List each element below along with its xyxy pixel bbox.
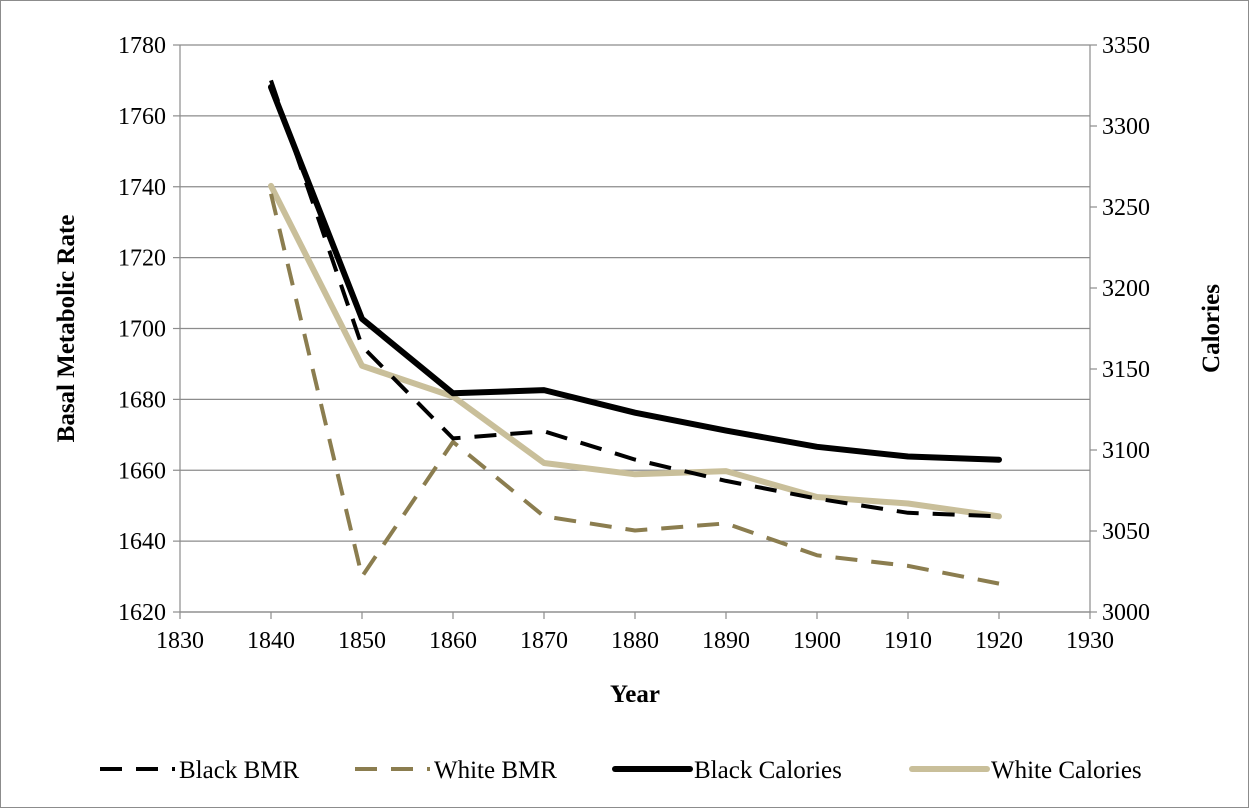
series-lines <box>268 79 1002 586</box>
y-tick-label: 1760 <box>118 104 166 130</box>
y-tick-label: 1640 <box>118 529 166 555</box>
x-tick-label: 1890 <box>702 628 750 654</box>
y2-tick-label: 3000 <box>1102 600 1150 626</box>
y2-tick-label: 3300 <box>1102 114 1150 140</box>
x-tick-label: 1830 <box>156 628 204 654</box>
x-tick-label: 1850 <box>338 628 386 654</box>
series-line-black-bmr <box>269 79 1000 519</box>
x-tick-label: 1840 <box>247 628 295 654</box>
legend-label-white-bmr: White BMR <box>434 757 557 784</box>
y-tick-label: 1780 <box>118 33 166 59</box>
series-line-black-calories <box>268 84 1002 463</box>
x-tick-label: 1920 <box>975 628 1023 654</box>
y-tick-label: 1720 <box>118 246 166 272</box>
tick-labels: 1620 1640 1660 1680 1700 1720 1740 1760 1780 3000… <box>118 33 1150 654</box>
y2-tick-label: 3200 <box>1102 276 1150 302</box>
y2-tick-label: 3050 <box>1102 519 1150 545</box>
y-axis-title: Basal Metabolic Rate <box>53 215 80 443</box>
x-tick-label: 1930 <box>1066 628 1114 654</box>
x-axis-title: Year <box>610 681 660 708</box>
gridlines <box>180 44 1090 613</box>
legend-label-black-calories: Black Calories <box>694 757 842 784</box>
y-tick-label: 1700 <box>118 317 166 343</box>
x-tick-label: 1910 <box>884 628 932 654</box>
x-tick-label: 1860 <box>429 628 477 654</box>
legend-label-white-calories: White Calories <box>991 757 1142 784</box>
y-tick-label: 1680 <box>118 387 166 413</box>
axes <box>173 44 1097 619</box>
y2-tick-label: 3100 <box>1102 438 1150 464</box>
y-tick-label: 1660 <box>118 458 166 484</box>
y2-tick-label: 3150 <box>1102 357 1150 383</box>
x-tick-label: 1880 <box>611 628 659 654</box>
x-tick-label: 1870 <box>520 628 568 654</box>
y2-tick-label: 3350 <box>1102 33 1150 59</box>
x-tick-label: 1900 <box>793 628 841 654</box>
legend: Black BMR White BMR Black Calories White Ca… <box>100 757 1142 784</box>
series-line-white-calories <box>268 182 1002 520</box>
y-tick-label: 1620 <box>118 600 166 626</box>
y2-axis-title: Calories <box>1198 284 1225 373</box>
y2-tick-label: 3250 <box>1102 195 1150 221</box>
y-tick-label: 1740 <box>118 175 166 201</box>
series-line-white-bmr <box>269 193 1000 586</box>
legend-label-black-bmr: Black BMR <box>179 757 299 784</box>
